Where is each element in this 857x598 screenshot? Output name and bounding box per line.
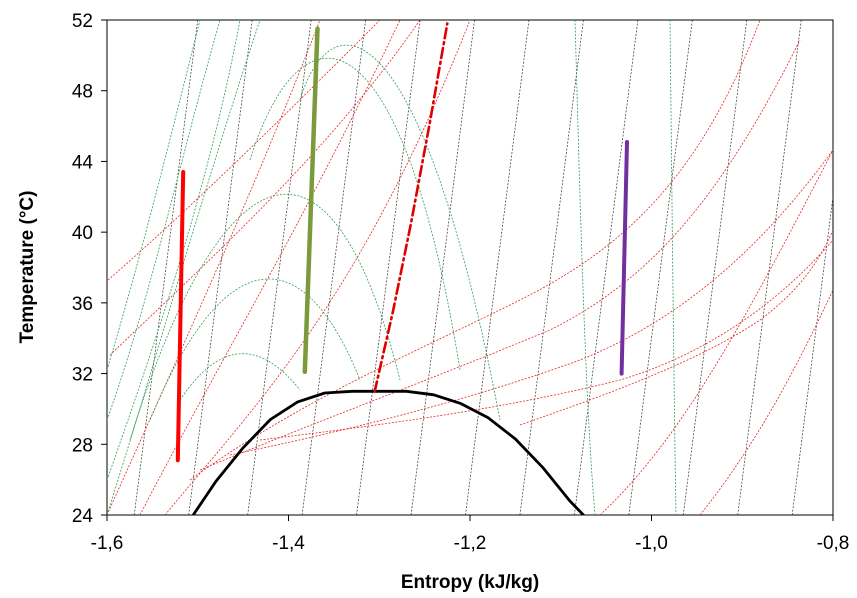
y-tick-label: 40 xyxy=(72,223,93,244)
red-series-line xyxy=(175,170,186,463)
y-tick-label: 48 xyxy=(72,82,93,103)
isochore-curve xyxy=(107,20,221,421)
isotherm-curve xyxy=(109,20,421,356)
saturation-dome-curve xyxy=(191,389,585,515)
isenthalp-line xyxy=(682,20,748,515)
y-tick-label: 32 xyxy=(72,365,93,386)
isochore-curve xyxy=(107,20,261,515)
x-axis-title: Entropy (kJ/kg) xyxy=(401,572,539,593)
x-tick-label: -1,6 xyxy=(91,533,124,554)
x-tick-label: -1,2 xyxy=(454,533,487,554)
isenthalp-line xyxy=(574,20,639,515)
isenthalp-line xyxy=(465,20,530,515)
isochore-curve xyxy=(179,353,301,401)
isotherm-curve xyxy=(699,289,833,515)
isenthalp-line xyxy=(247,20,312,515)
isenthalp-line xyxy=(133,20,199,515)
isotherm-curve xyxy=(139,20,401,515)
isotherm-curve xyxy=(199,39,801,471)
data-series xyxy=(175,22,629,515)
purple-series-line xyxy=(619,140,629,376)
y-tick-label: 44 xyxy=(72,152,94,173)
x-tick-label: -0,8 xyxy=(817,533,850,554)
isenthalp-line xyxy=(356,20,421,515)
axes: -1,6 -1,4 -1,2 -1,0 -0,8 24 28 32 36 40 44 48 52 xyxy=(72,11,850,554)
y-tick-label: 24 xyxy=(72,506,94,527)
isotherm-curve xyxy=(229,149,833,456)
x-tick-label: -1,0 xyxy=(635,533,668,554)
isotherm-curve xyxy=(259,239,833,441)
isenthalp-line xyxy=(791,194,833,515)
isotherm-curve xyxy=(189,20,761,481)
x-tick-label: -1,4 xyxy=(272,533,305,554)
green-series-line xyxy=(302,26,320,375)
isenthalp-line xyxy=(188,20,253,515)
isenthalp-line xyxy=(628,20,693,515)
y-axis-title: Temperature (°C) xyxy=(17,191,38,344)
isotherm-curve xyxy=(107,20,381,281)
isenthalp-line xyxy=(737,20,802,515)
y-tick-label: 52 xyxy=(72,11,93,32)
y-tick-label: 28 xyxy=(72,435,93,456)
isochore-curve xyxy=(107,20,201,371)
isotherm-curve xyxy=(519,229,833,426)
isochore-curve xyxy=(669,20,677,515)
dash-dot-series-line xyxy=(373,22,449,393)
isenthalp-line xyxy=(410,20,475,515)
isochore-curve xyxy=(249,57,461,371)
background-isolines xyxy=(107,20,833,515)
y-tick-label: 36 xyxy=(72,294,93,315)
plot-area xyxy=(106,19,834,516)
isotherm-curve xyxy=(107,20,321,515)
isotherm-curve xyxy=(599,149,833,515)
isenthalp-line xyxy=(519,20,584,515)
isenthalp-line xyxy=(301,20,366,515)
isochore-curve xyxy=(574,20,596,515)
